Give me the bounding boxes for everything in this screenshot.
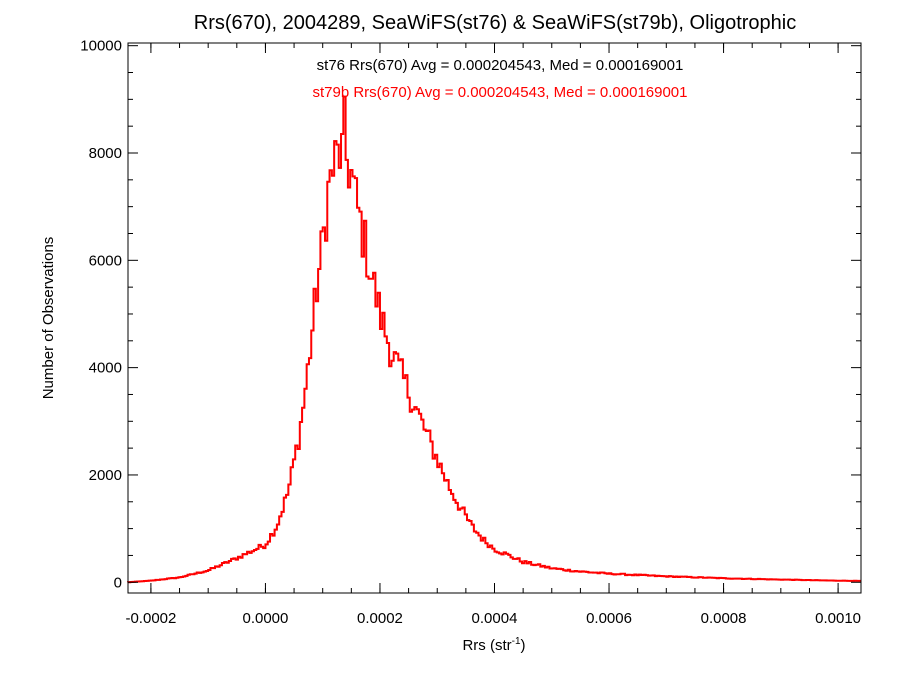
x-axis-label-superscript: -1 xyxy=(512,636,521,647)
y-tick-label: 8000 xyxy=(89,145,122,162)
x-tick-label: 0.0000 xyxy=(242,610,288,627)
x-axis: -0.0002 0.0000 0.0002 0.0004 0.0006 0.0008 0.0… xyxy=(125,43,861,627)
chart-title: Rrs(670), 2004289, SeaWiFS(st76) & SeaWi… xyxy=(194,12,796,34)
y-tick-label: 6000 xyxy=(89,252,122,269)
x-tick-label: 0.0002 xyxy=(357,610,403,627)
x-axis-label-text: Rrs (str xyxy=(462,637,511,654)
x-tick-label: 0.0004 xyxy=(472,610,518,627)
y-tick-label: 0 xyxy=(114,574,122,591)
x-tick-label: 0.0008 xyxy=(701,610,747,627)
y-axis: 0 2000 4000 6000 8000 10000 xyxy=(80,38,861,591)
y-tick-label: 10000 xyxy=(80,38,122,55)
y-axis-label: Number of Observations xyxy=(40,237,57,400)
histogram-series-st79b xyxy=(127,95,861,584)
x-tick-label: 0.0006 xyxy=(586,610,632,627)
annotation-st79b: st79b Rrs(670) Avg = 0.000204543, Med = … xyxy=(312,84,687,101)
x-tick-label: -0.0002 xyxy=(125,610,176,627)
y-tick-label: 2000 xyxy=(89,467,122,484)
x-tick-label: 0.0010 xyxy=(815,610,861,627)
annotation-st76: st76 Rrs(670) Avg = 0.000204543, Med = 0… xyxy=(317,57,684,74)
y-tick-label: 4000 xyxy=(89,360,122,377)
x-axis-label: Rrs (str-1) xyxy=(462,636,525,654)
x-axis-label-close: ) xyxy=(521,637,526,654)
plot-area xyxy=(127,95,861,584)
